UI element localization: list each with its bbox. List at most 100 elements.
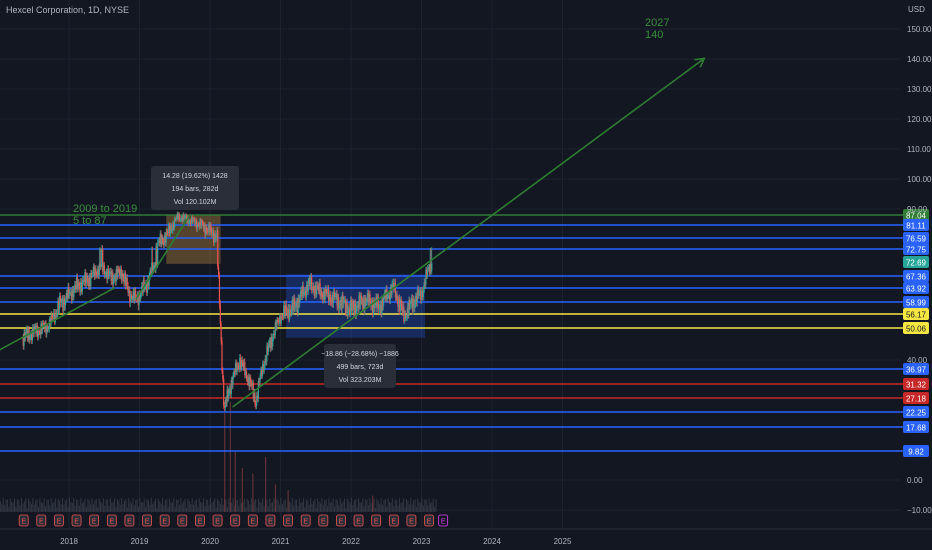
volume-bar xyxy=(146,499,148,512)
candle-body xyxy=(317,286,320,291)
candle-body xyxy=(179,219,182,221)
candle-body xyxy=(85,272,87,284)
candle-body xyxy=(111,272,113,281)
symbol-title[interactable]: Hexcel Corporation, 1D, NYSE xyxy=(6,5,130,15)
support-trend-line xyxy=(0,287,116,351)
candle-body xyxy=(207,231,209,232)
level-badge xyxy=(903,445,929,457)
candle-body xyxy=(339,299,342,306)
candle-body xyxy=(113,278,115,285)
candle-body xyxy=(409,300,411,305)
candle-body xyxy=(70,291,72,300)
candle-body xyxy=(92,266,94,274)
candle-body xyxy=(32,326,34,334)
candle-body xyxy=(426,269,428,275)
volume-bar xyxy=(142,502,144,512)
candle-body xyxy=(238,366,240,370)
volume-bar xyxy=(308,504,310,512)
volume-bar xyxy=(296,499,298,512)
candle-body xyxy=(123,277,125,283)
volume-bar xyxy=(162,498,164,512)
earnings-marker xyxy=(283,514,293,527)
candle-body xyxy=(343,299,345,304)
candle-body xyxy=(338,297,340,309)
candle-body xyxy=(90,273,92,287)
volume-bar xyxy=(315,507,317,512)
trend-lines[interactable] xyxy=(0,59,704,408)
candle-body xyxy=(115,269,117,282)
volume-bar xyxy=(280,498,282,512)
volume-bar xyxy=(181,503,183,512)
volume-bar xyxy=(272,501,274,512)
volume-bar xyxy=(269,498,271,512)
candle-body xyxy=(300,290,303,297)
volume-bar xyxy=(47,499,49,512)
time-tick-label: 2019 xyxy=(131,537,149,546)
candle-body xyxy=(160,233,162,245)
volume-bar xyxy=(91,498,93,512)
volume-bar xyxy=(273,498,275,512)
volume-bar xyxy=(138,506,140,512)
volume-bar xyxy=(183,501,185,512)
volume-bar xyxy=(32,498,34,512)
earnings-marker xyxy=(230,514,241,527)
candle-body xyxy=(346,302,348,316)
candle-body xyxy=(296,301,298,314)
level-label: 81.11 xyxy=(906,222,926,231)
volume-bar xyxy=(332,498,334,512)
candle-body xyxy=(222,370,224,379)
candle-body xyxy=(367,292,369,303)
time-axis[interactable]: 2018 2019 2020 2021 2022 2023 2024 2025 xyxy=(0,528,932,546)
volume-bar xyxy=(228,498,230,512)
candle-body xyxy=(394,282,397,298)
volume-bar xyxy=(46,499,48,512)
candle-body xyxy=(288,309,290,320)
candle-body xyxy=(263,364,265,371)
candle-body xyxy=(404,314,406,322)
volume-bar xyxy=(233,505,235,512)
candle-body xyxy=(40,323,42,335)
earnings-marker-label: E xyxy=(409,519,414,526)
candle-body xyxy=(63,298,65,312)
volume-bar xyxy=(212,501,214,512)
volume-bar xyxy=(363,506,365,512)
volume-bar xyxy=(208,505,210,512)
candle-body xyxy=(311,276,313,291)
candle-body xyxy=(97,268,100,276)
candle-body xyxy=(403,306,405,322)
candle-body xyxy=(134,290,136,300)
candle-body xyxy=(77,283,79,289)
candle-body xyxy=(344,299,347,314)
volume-bar xyxy=(33,504,35,512)
candle-body xyxy=(143,279,145,289)
candle-body xyxy=(312,286,314,290)
candle-body xyxy=(103,265,105,275)
candle-body xyxy=(256,395,259,399)
candle-body xyxy=(159,233,161,244)
volume-bar xyxy=(187,498,189,512)
candle-body xyxy=(273,333,276,335)
candle-body xyxy=(58,295,61,310)
volume-bar xyxy=(239,498,241,512)
volume-bar xyxy=(173,498,175,512)
candle-body xyxy=(55,314,57,317)
volume-bar xyxy=(11,502,13,512)
earnings-marker xyxy=(124,514,135,527)
earnings-marker xyxy=(195,514,205,527)
candle-body xyxy=(366,292,369,301)
volume-bar xyxy=(335,499,337,512)
volume-bar xyxy=(286,507,288,512)
candle-body xyxy=(341,295,343,309)
candle-body xyxy=(106,271,108,280)
candle-body xyxy=(138,293,140,306)
candle-body xyxy=(353,304,355,315)
volume-bar xyxy=(341,503,343,512)
candle-body xyxy=(194,219,196,225)
candle-body xyxy=(206,227,208,232)
price-axis[interactable]: 150.00 140.00 130.00 120.00 110.00 100.00 90.0… xyxy=(903,25,932,515)
candle-body xyxy=(373,300,375,308)
volume-bar xyxy=(243,498,245,512)
